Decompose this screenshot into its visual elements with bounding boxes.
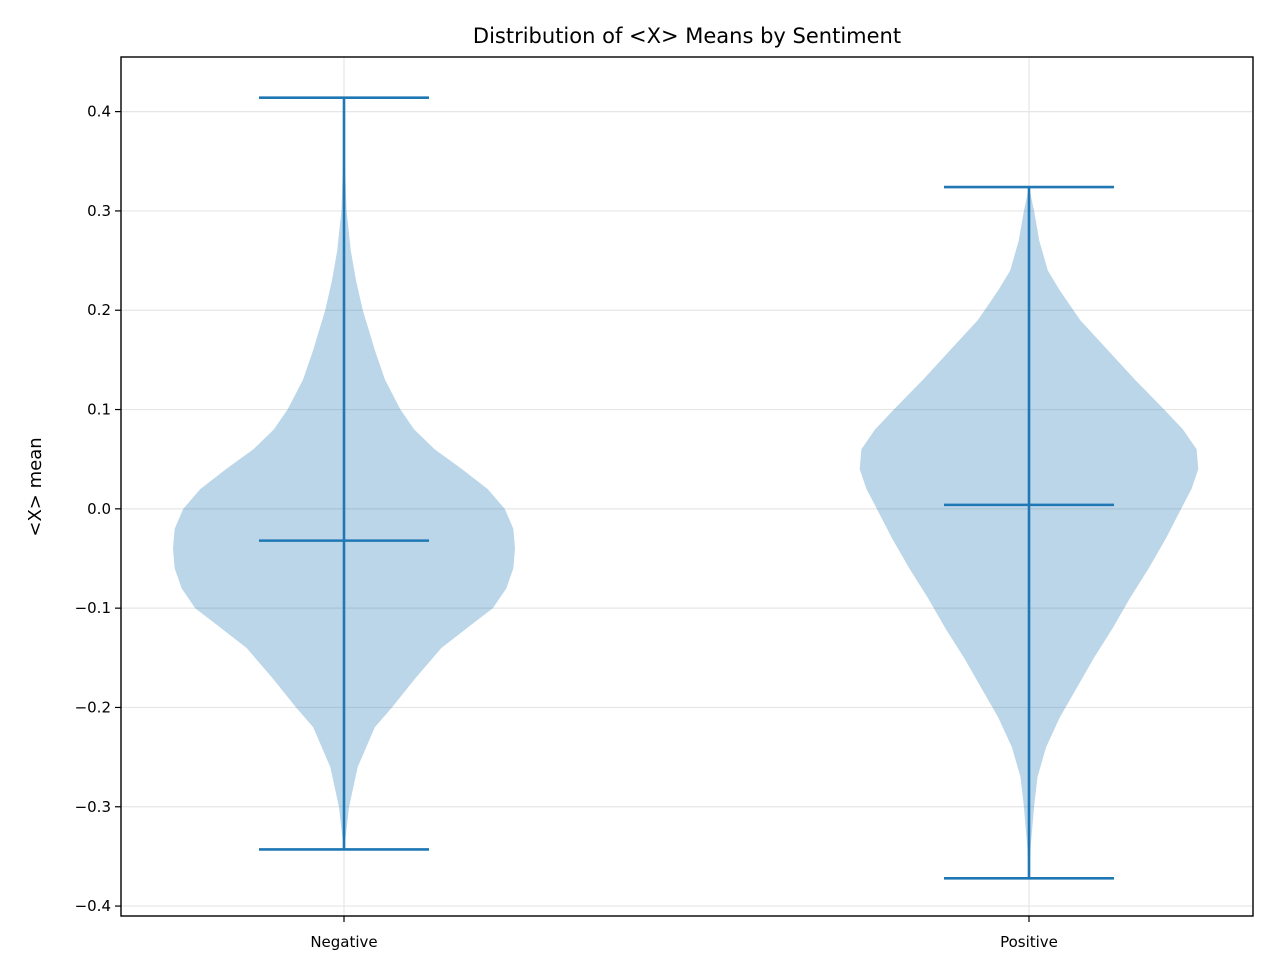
y-tick-label: −0.1 <box>75 599 111 617</box>
y-axis-label: <X> mean <box>25 437 46 536</box>
y-tick-label: 0.2 <box>87 301 111 319</box>
x-tick-label: Negative <box>310 933 377 951</box>
y-tick-label: 0.3 <box>87 202 111 220</box>
y-tick-label: −0.2 <box>75 698 111 716</box>
y-tick-label: 0.4 <box>87 103 111 121</box>
y-tick-label: −0.4 <box>75 897 111 915</box>
x-tick-label: Positive <box>1000 933 1058 951</box>
axes: −0.4 −0.3 −0.2 −0.1 0.0 0.1 0.2 0.3 0.4 Negative P… <box>75 56 1254 951</box>
violins <box>173 96 1199 880</box>
y-tick-label: 0.1 <box>87 401 111 419</box>
plot-frame <box>120 56 1254 917</box>
chart-title: Distribution of <X> Means by Sentiment <box>473 24 901 48</box>
y-tick-label: −0.3 <box>75 798 111 816</box>
y-tick-label: 0.0 <box>87 500 111 518</box>
